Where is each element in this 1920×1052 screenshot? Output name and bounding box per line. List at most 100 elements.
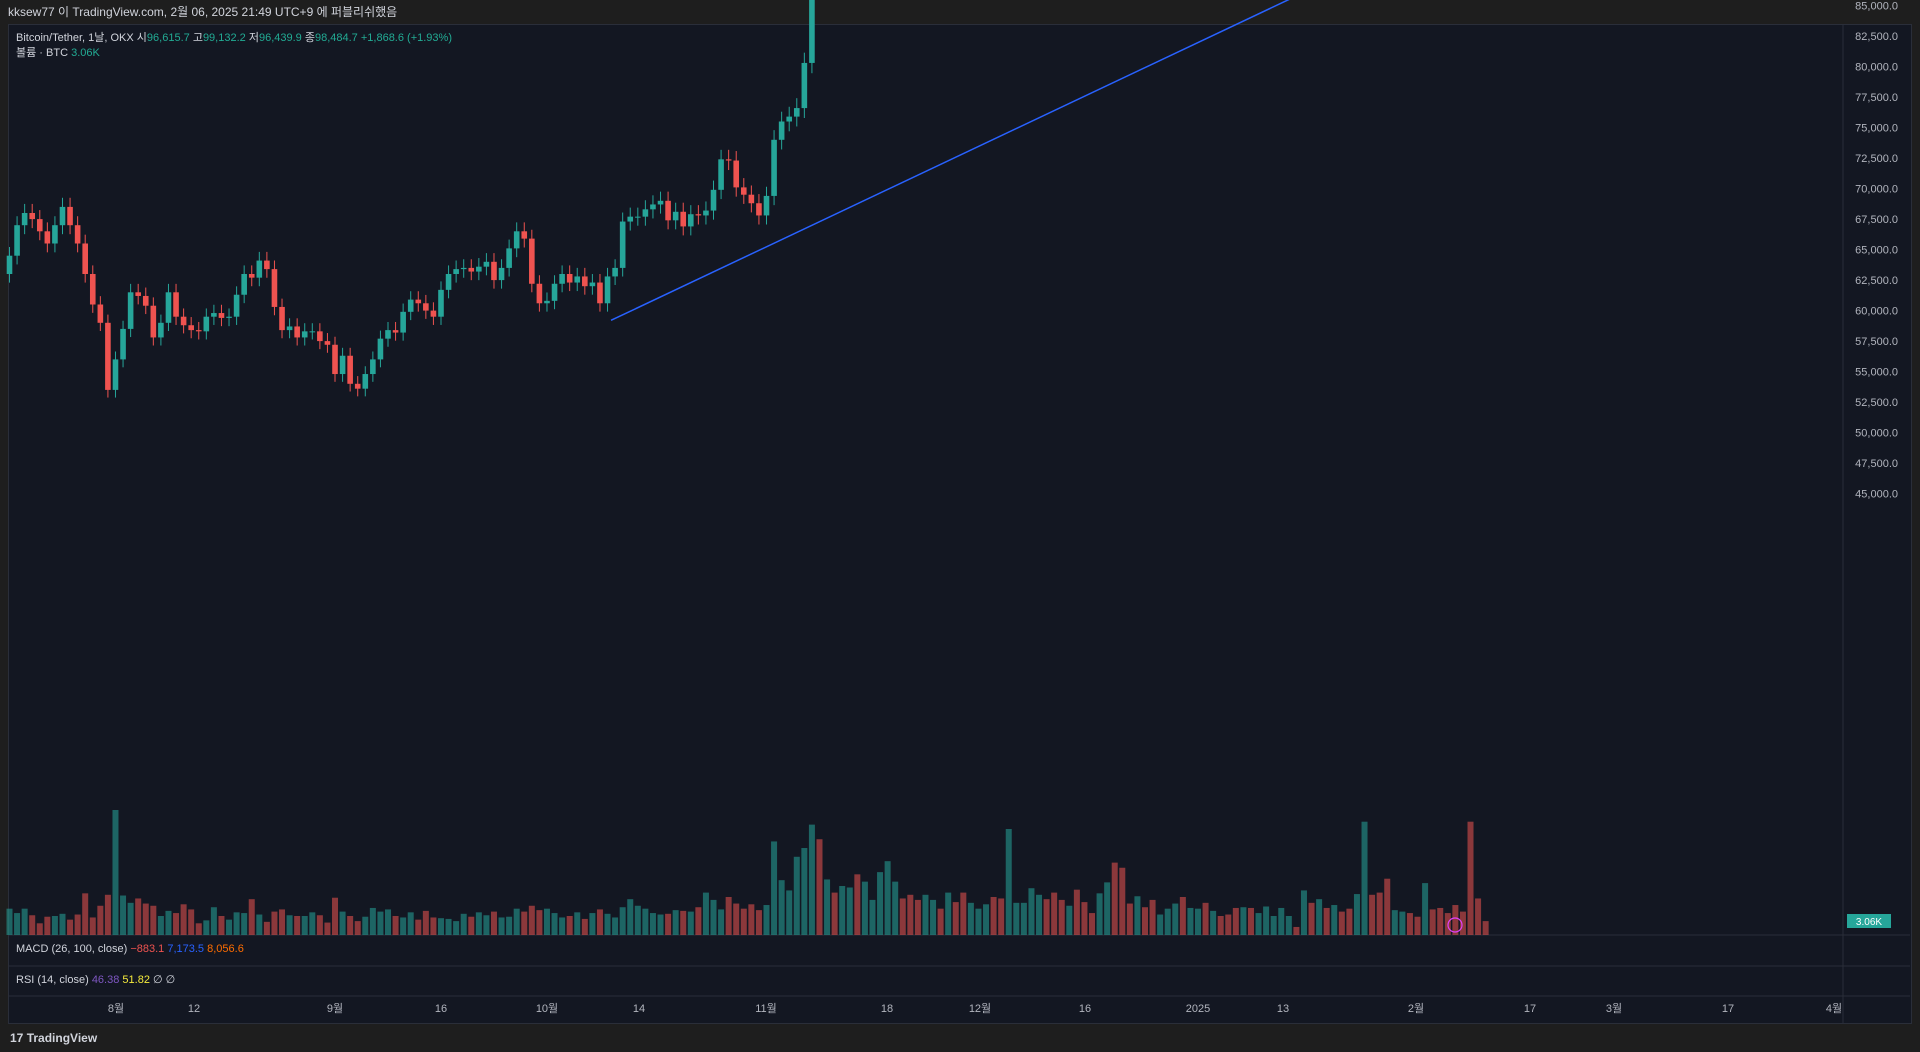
- volume-bar: [937, 908, 944, 935]
- candle-body: [52, 225, 58, 244]
- volume-bar: [816, 839, 823, 935]
- volume-bar: [1232, 907, 1239, 935]
- volume-bar: [1149, 899, 1156, 935]
- tradingview-logo[interactable]: 17 TradingView: [10, 1031, 97, 1045]
- volume-bar: [1073, 889, 1080, 935]
- candle-body: [506, 248, 512, 268]
- candle-body: [725, 159, 732, 161]
- open-label: 시: [136, 32, 147, 44]
- volume-bar: [1316, 899, 1323, 935]
- tradingview-logo-icon: 17: [10, 1031, 24, 1045]
- alert-icon: [1447, 917, 1463, 933]
- volume-bar: [536, 910, 543, 935]
- x-tick-label: 4월: [1826, 1002, 1842, 1015]
- volume-label[interactable]: 볼륨 · BTC: [16, 47, 69, 59]
- tradingview-logo-text: TradingView: [26, 1031, 98, 1045]
- volume-bar: [1369, 894, 1376, 935]
- volume-bar: [21, 908, 28, 935]
- volume-bar: [725, 896, 732, 935]
- volume-bar: [1452, 905, 1459, 935]
- candle-body: [710, 189, 717, 211]
- volume-bar: [983, 904, 990, 935]
- candle-body: [158, 322, 164, 338]
- x-tick-label: 16: [1079, 1003, 1091, 1015]
- volume-bar: [1111, 862, 1118, 935]
- candle-body: [241, 274, 247, 295]
- volume-bar: [362, 916, 369, 935]
- volume-bar: [437, 918, 444, 935]
- volume-bar: [407, 912, 414, 935]
- x-tick-label: 12: [188, 1003, 200, 1015]
- volume-bar: [1134, 896, 1141, 935]
- y-tick-label: 80,000.0: [1855, 62, 1898, 74]
- change-value: +1,868.6 (+1.93%): [360, 32, 452, 44]
- volume-bar: [952, 902, 959, 935]
- macd-legend[interactable]: MACD (26, 100, close) −883.1 7,173.5 8,0…: [16, 943, 244, 955]
- y-tick-label: 67,500.0: [1855, 214, 1898, 226]
- volume-bar: [1361, 821, 1368, 935]
- candle-body: [14, 225, 20, 256]
- candle-body: [339, 355, 346, 375]
- volume-bar: [332, 897, 339, 935]
- volume-bar: [59, 913, 66, 935]
- volume-bar: [248, 899, 255, 935]
- volume-bar: [846, 887, 853, 935]
- rsi-label: RSI (14, close): [16, 974, 89, 986]
- candle-body: [801, 62, 808, 109]
- candle-body: [105, 322, 111, 390]
- volume-bar: [67, 919, 74, 935]
- volume-bar: [1263, 906, 1270, 935]
- y-tick-label: 75,000.0: [1855, 123, 1898, 135]
- volume-bar: [998, 898, 1005, 935]
- y-tick-label: 72,500.0: [1855, 153, 1898, 165]
- volume-bar: [377, 911, 384, 935]
- symbol-title[interactable]: Bitcoin/Tether, 1날, OKX: [16, 32, 134, 44]
- candle-body: [612, 267, 618, 277]
- x-tick-label: 14: [633, 1003, 645, 1015]
- volume-bar: [1066, 905, 1073, 935]
- volume-bar: [1346, 908, 1353, 935]
- volume-bar: [604, 913, 611, 935]
- candle-body: [627, 216, 634, 222]
- macd-signal-value: 8,056.6: [207, 943, 244, 955]
- volume-bar: [665, 913, 672, 935]
- volume-bar: [1285, 915, 1292, 935]
- volume-bar: [1293, 926, 1300, 935]
- low-label: 저: [248, 32, 259, 44]
- x-tick-label: 10월: [536, 1002, 558, 1015]
- y-tick-label: 45,000.0: [1855, 489, 1898, 501]
- volume-bar: [1300, 890, 1307, 935]
- candle-body: [203, 316, 210, 332]
- volume-bar: [861, 881, 868, 935]
- volume-bar: [771, 841, 778, 935]
- volume-bar: [188, 909, 195, 935]
- volume-bar: [218, 915, 225, 935]
- volume-bar: [1217, 915, 1224, 935]
- candle-body: [332, 344, 338, 375]
- chart-legend: Bitcoin/Tether, 1날, OKX 시96,615.7 고99,13…: [16, 31, 452, 61]
- volume-bar: [930, 899, 937, 935]
- candle-body: [233, 294, 240, 317]
- volume-bar: [1225, 914, 1232, 935]
- chart-frame[interactable]: [8, 24, 1912, 1024]
- x-tick-label: 17: [1722, 1003, 1734, 1015]
- x-tick-label: 2025: [1186, 1003, 1210, 1015]
- volume-bar: [127, 902, 134, 935]
- x-tick-label: 2월: [1408, 1002, 1424, 1015]
- candle-body: [589, 282, 596, 287]
- volume-bar: [793, 856, 800, 935]
- volume-bar: [324, 922, 331, 935]
- x-tick-label: 9월: [327, 1002, 343, 1015]
- volume-bar: [1422, 883, 1429, 935]
- volume-bar: [1338, 911, 1345, 935]
- volume-bar: [1142, 907, 1148, 935]
- candle-body: [566, 274, 573, 283]
- volume-bar: [1051, 892, 1058, 935]
- rsi-legend[interactable]: RSI (14, close) 46.38 51.82 ∅ ∅: [16, 973, 175, 986]
- candle-body: [89, 274, 96, 305]
- volume-bar: [695, 907, 702, 935]
- x-tick-label: 11월: [755, 1002, 777, 1015]
- volume-bar: [1119, 867, 1126, 935]
- volume-bar: [1036, 894, 1043, 935]
